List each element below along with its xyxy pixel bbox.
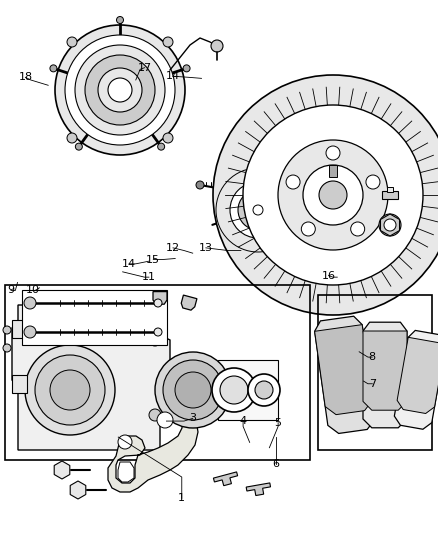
Circle shape <box>248 374 280 406</box>
Circle shape <box>67 133 77 143</box>
Circle shape <box>213 75 438 315</box>
Circle shape <box>175 372 211 408</box>
Bar <box>12 320 27 338</box>
Circle shape <box>50 65 57 72</box>
Circle shape <box>230 182 286 238</box>
Circle shape <box>3 344 11 352</box>
Circle shape <box>149 409 161 421</box>
Text: 5: 5 <box>275 418 282 427</box>
Text: 16: 16 <box>321 271 336 280</box>
Circle shape <box>220 376 248 404</box>
Circle shape <box>379 214 401 236</box>
Bar <box>5 285 310 460</box>
Circle shape <box>149 334 161 346</box>
Circle shape <box>243 105 423 285</box>
Circle shape <box>319 181 347 209</box>
Circle shape <box>196 181 204 189</box>
Circle shape <box>326 146 340 160</box>
Polygon shape <box>397 337 438 414</box>
Text: 12: 12 <box>166 243 180 253</box>
Polygon shape <box>153 292 167 304</box>
Text: 9: 9 <box>7 286 14 295</box>
Polygon shape <box>213 472 238 486</box>
Circle shape <box>253 205 263 215</box>
Circle shape <box>154 328 162 336</box>
Polygon shape <box>246 483 271 496</box>
Circle shape <box>75 45 165 135</box>
Text: 3: 3 <box>189 414 196 423</box>
Text: 15: 15 <box>146 255 160 264</box>
Circle shape <box>67 37 77 47</box>
Text: 7: 7 <box>369 379 376 389</box>
Circle shape <box>155 352 231 428</box>
Circle shape <box>24 297 36 309</box>
Circle shape <box>255 381 273 399</box>
Circle shape <box>286 175 300 189</box>
Circle shape <box>212 368 256 412</box>
Text: 13: 13 <box>199 243 213 253</box>
Polygon shape <box>381 214 399 236</box>
Circle shape <box>158 143 165 150</box>
Circle shape <box>154 299 162 307</box>
Text: 11: 11 <box>142 272 156 282</box>
Polygon shape <box>108 408 198 492</box>
Circle shape <box>163 37 173 47</box>
Polygon shape <box>394 330 438 429</box>
Circle shape <box>65 35 175 145</box>
Circle shape <box>75 143 82 150</box>
Bar <box>12 375 27 393</box>
Polygon shape <box>314 316 375 433</box>
Circle shape <box>238 190 278 230</box>
Circle shape <box>163 133 173 143</box>
Circle shape <box>157 412 173 428</box>
Text: 14: 14 <box>166 71 180 81</box>
Circle shape <box>50 370 90 410</box>
Circle shape <box>211 40 223 52</box>
Bar <box>318 295 432 450</box>
Polygon shape <box>54 461 70 479</box>
Circle shape <box>303 165 363 225</box>
Circle shape <box>98 68 142 112</box>
Text: 8: 8 <box>369 352 376 362</box>
Circle shape <box>85 300 95 310</box>
Circle shape <box>351 222 365 236</box>
Polygon shape <box>12 305 170 450</box>
Circle shape <box>118 435 132 449</box>
Text: 14: 14 <box>122 259 136 269</box>
Text: 18: 18 <box>18 72 32 82</box>
Circle shape <box>50 300 60 310</box>
Polygon shape <box>314 325 373 415</box>
Bar <box>382 191 398 199</box>
Bar <box>218 360 278 420</box>
Polygon shape <box>363 331 407 410</box>
Circle shape <box>220 172 296 248</box>
Circle shape <box>35 355 105 425</box>
Circle shape <box>24 326 36 338</box>
Circle shape <box>85 55 155 125</box>
Polygon shape <box>181 295 197 310</box>
Polygon shape <box>70 481 86 499</box>
Text: 1: 1 <box>178 494 185 503</box>
Circle shape <box>25 345 115 435</box>
Circle shape <box>117 17 124 23</box>
Circle shape <box>55 25 185 155</box>
Circle shape <box>366 175 380 189</box>
Circle shape <box>183 65 190 72</box>
Polygon shape <box>363 322 407 428</box>
Polygon shape <box>118 462 134 482</box>
Text: 4: 4 <box>240 416 247 426</box>
Text: 10: 10 <box>26 286 40 295</box>
Circle shape <box>163 360 223 420</box>
Circle shape <box>278 140 388 250</box>
Text: 17: 17 <box>138 63 152 72</box>
Circle shape <box>108 78 132 102</box>
Text: 6: 6 <box>272 459 279 469</box>
Circle shape <box>384 219 396 231</box>
Polygon shape <box>329 165 337 177</box>
Circle shape <box>301 222 315 236</box>
Bar <box>387 187 393 192</box>
Bar <box>22 290 167 345</box>
Circle shape <box>248 200 268 220</box>
Circle shape <box>3 326 11 334</box>
